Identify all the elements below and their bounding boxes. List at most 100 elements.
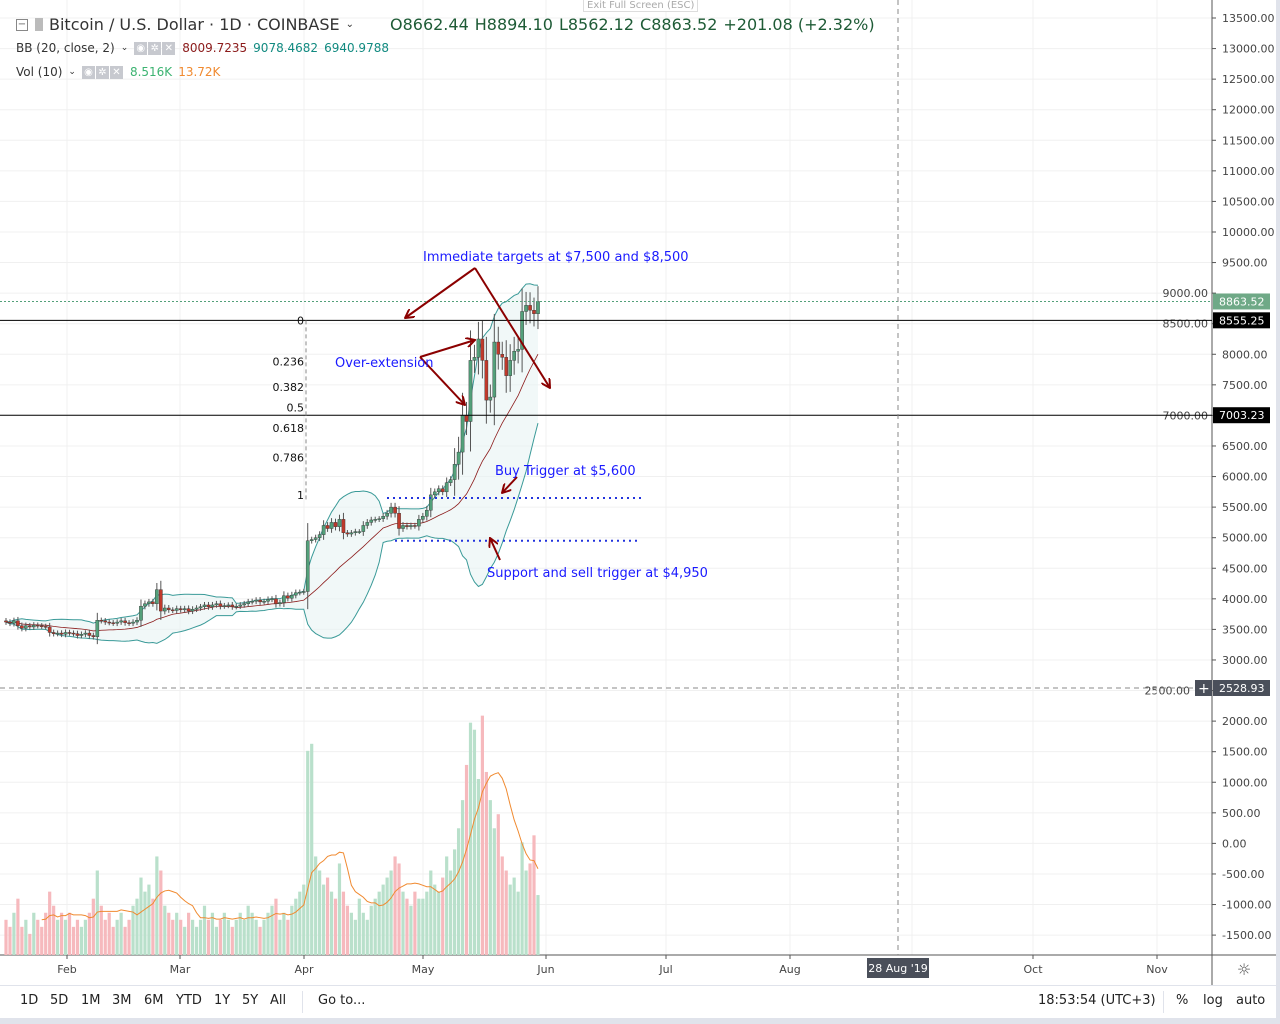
volume-bar	[286, 919, 290, 955]
candle-body	[385, 513, 389, 517]
volume-bar	[508, 884, 512, 955]
candle-body	[436, 488, 441, 493]
volume-bar	[421, 898, 425, 955]
price-tick-label: 7500.00	[1222, 379, 1268, 392]
price-tick-label: 1500.00	[1222, 746, 1268, 759]
candle-body	[83, 632, 88, 635]
clock[interactable]: 18:53:54 (UTC+3)	[1038, 993, 1156, 1008]
crosshair-plus-bg	[1195, 680, 1212, 696]
candle-body	[397, 513, 401, 529]
range-1m[interactable]: 1M	[81, 993, 101, 1008]
candle-body	[63, 632, 68, 635]
volume-bar	[397, 863, 401, 955]
range-1d[interactable]: 1D	[20, 993, 39, 1008]
candle-body	[524, 305, 528, 312]
log-toggle[interactable]: log	[1203, 993, 1223, 1008]
volume-bar	[127, 919, 131, 955]
bb-label[interactable]: BB (20, close, 2)	[16, 40, 115, 55]
eye-icon[interactable]: ◉	[81, 66, 95, 79]
price-tick-label: 8500.00	[1163, 318, 1209, 331]
candle-body	[226, 604, 231, 607]
candle-body	[294, 592, 298, 596]
price-tick-label: 8000.00	[1222, 348, 1268, 361]
time-tick-label: Feb	[57, 963, 76, 976]
annotation-text: Support and sell trigger at $4,950	[487, 566, 708, 581]
candle-body	[155, 589, 159, 604]
volume-bar	[413, 891, 417, 955]
volume-bar	[75, 919, 80, 955]
volume-bar	[476, 779, 481, 955]
volume-bar	[194, 926, 199, 955]
volume-bar	[290, 905, 294, 955]
candle-body	[421, 516, 425, 520]
gear-icon[interactable]: ✲	[95, 66, 109, 79]
chevron-down-icon[interactable]: ⌄	[345, 19, 354, 30]
close-icon[interactable]: ✕	[109, 66, 123, 79]
range-5y[interactable]: 5Y	[242, 993, 259, 1008]
auto-toggle[interactable]: auto	[1236, 993, 1266, 1008]
volume-bar	[206, 919, 211, 955]
gear-icon[interactable]: ✲	[148, 42, 162, 55]
chart-panel[interactable]: 13500.00 13000.00 12500.00 12000.00 11500.00…	[0, 0, 1276, 985]
volume-bar	[488, 800, 492, 955]
volume-bar	[155, 856, 159, 955]
range-3m[interactable]: 3M	[112, 993, 132, 1008]
candle-body	[325, 525, 330, 529]
candle-body	[67, 632, 72, 634]
volume-bar	[24, 919, 28, 955]
plus-icon: +	[1198, 681, 1210, 697]
collapse-icon[interactable]: −	[16, 18, 28, 31]
volume-bar	[44, 912, 48, 955]
chevron-down-icon[interactable]: ⌄	[120, 42, 129, 53]
candle-body	[504, 357, 509, 376]
candle-body	[290, 594, 294, 599]
candle-body	[413, 525, 417, 527]
volume-bar	[333, 898, 338, 955]
range-6m[interactable]: 6M	[144, 993, 164, 1008]
range-all[interactable]: All	[270, 993, 287, 1008]
volume-bar	[151, 898, 155, 955]
volume-bar	[139, 877, 143, 955]
candle-body	[536, 301, 540, 314]
candle-body	[274, 598, 278, 604]
volume-bar	[441, 877, 445, 955]
close-icon[interactable]: ✕	[162, 42, 176, 55]
volume-bar	[222, 912, 226, 955]
candle-body	[409, 525, 413, 527]
candle-body	[107, 621, 112, 624]
eye-icon[interactable]: ◉	[134, 42, 148, 55]
candle-body	[166, 607, 171, 611]
candle-body	[39, 625, 44, 627]
symbol-title[interactable]: Bitcoin / U.S. Dollar · 1D · COINBASE	[49, 15, 340, 34]
candle-body	[162, 607, 167, 612]
volume-bar	[250, 912, 254, 955]
range-5d[interactable]: 5D	[50, 993, 69, 1008]
range-1y[interactable]: 1Y	[214, 993, 231, 1008]
volume-bar	[464, 764, 469, 955]
chevron-down-icon[interactable]: ⌄	[68, 66, 76, 77]
candle-body	[305, 540, 310, 592]
exit-fullscreen-hint[interactable]: Exit Full Screen (ESC)	[583, 0, 699, 12]
candle-body	[59, 632, 64, 635]
range-ytd[interactable]: YTD	[176, 993, 202, 1008]
candle-body	[500, 354, 505, 358]
volume-bar	[532, 835, 536, 955]
candle-body	[103, 620, 108, 623]
candle-body	[115, 621, 119, 624]
price-tick-label: -500.00	[1222, 868, 1264, 881]
candle-body	[174, 608, 179, 611]
vol-label[interactable]: Vol (10)	[16, 64, 63, 79]
volume-bar	[385, 877, 389, 955]
candle-body	[254, 599, 258, 602]
candle-body	[476, 338, 481, 358]
bb-upper: 9078.4682	[253, 40, 319, 55]
percent-toggle[interactable]: %	[1176, 993, 1189, 1008]
candle-body	[381, 516, 385, 519]
last-price-label-bg	[1213, 293, 1270, 310]
goto-button[interactable]: Go to...	[318, 993, 366, 1008]
price-chart[interactable]: 13500.0013000.0012500.0012000.0011500.00…	[0, 0, 1276, 985]
price-tick-label: 2000.00	[1222, 715, 1268, 728]
price-tick-label: 13500.00	[1222, 12, 1275, 25]
candle-body	[337, 519, 342, 527]
price-tick-label: 4500.00	[1222, 562, 1268, 575]
